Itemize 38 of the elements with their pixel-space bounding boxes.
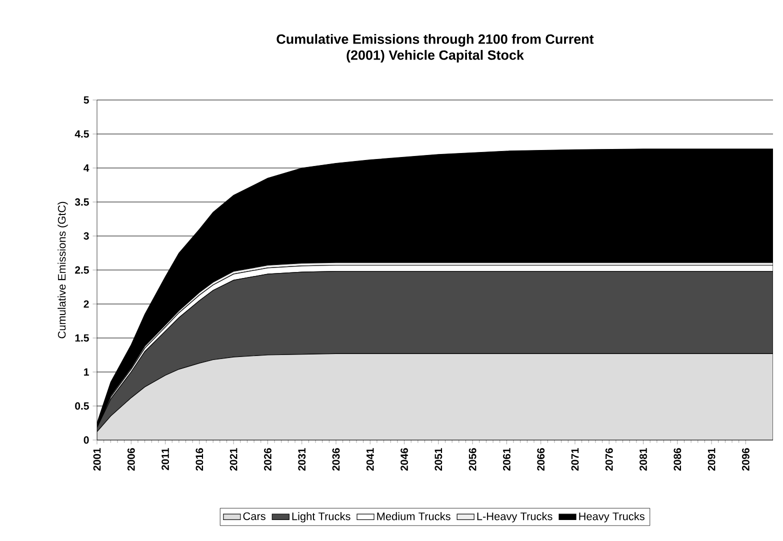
x-tick-label: 2096 (742, 448, 750, 471)
y-tick-label: 4 (84, 164, 90, 172)
x-tick-label: 2061 (503, 448, 510, 471)
x-tick-label: 2006 (127, 448, 135, 471)
y-tick-label: 3.5 (74, 198, 89, 206)
x-tick-label: 2031 (298, 448, 306, 471)
x-tick-label: 2011 (162, 448, 169, 470)
legend-label: L-Heavy Trucks (477, 512, 552, 522)
legend-label: Heavy Trucks (579, 512, 644, 522)
legend-label: Medium Trucks (377, 512, 450, 520)
x-tick-label: 2091 (708, 448, 716, 471)
y-tick-label: 4.5 (74, 130, 89, 138)
x-tick-label: 2066 (537, 448, 545, 471)
y-tick-label: 3 (84, 232, 89, 240)
x-tick-label: 2026 (264, 448, 272, 471)
x-tick-label: 2001 (93, 448, 101, 471)
x-tick-label: 2041 (366, 448, 374, 471)
x-tick-label: 2016 (196, 448, 204, 471)
x-tick-label: 2051 (434, 448, 442, 471)
chart-title: Cumulative Emissions through 2100 from Current (2001) Vehicle Capital Stock (276, 34, 594, 63)
y-tick-label: 1.5 (75, 334, 89, 342)
y-tick-label: 0 (84, 436, 89, 444)
x-tick-label: 2076 (605, 448, 613, 471)
y-tick-label: 5 (84, 96, 89, 104)
y-tick-label: 0.5 (75, 402, 89, 410)
x-tick-label: 2036 (332, 448, 340, 471)
y-tick-label: 2.5 (75, 266, 89, 274)
x-tick-label: 2086 (674, 448, 682, 471)
x-tick-label: 2071 (571, 448, 579, 471)
y-tick-label: 1 (84, 368, 89, 376)
x-tick-label: 2081 (640, 448, 647, 471)
y-tick-label: 2 (84, 300, 89, 308)
y-axis-title: Cumulative Emissions (GtC) (58, 202, 68, 338)
legend-label: Light Trucks (292, 512, 350, 522)
legend-label: Cars (243, 512, 266, 520)
x-tick-label: 2046 (400, 448, 408, 471)
x-tick-label: 2056 (468, 448, 476, 471)
x-tick-label: 2021 (230, 448, 238, 471)
